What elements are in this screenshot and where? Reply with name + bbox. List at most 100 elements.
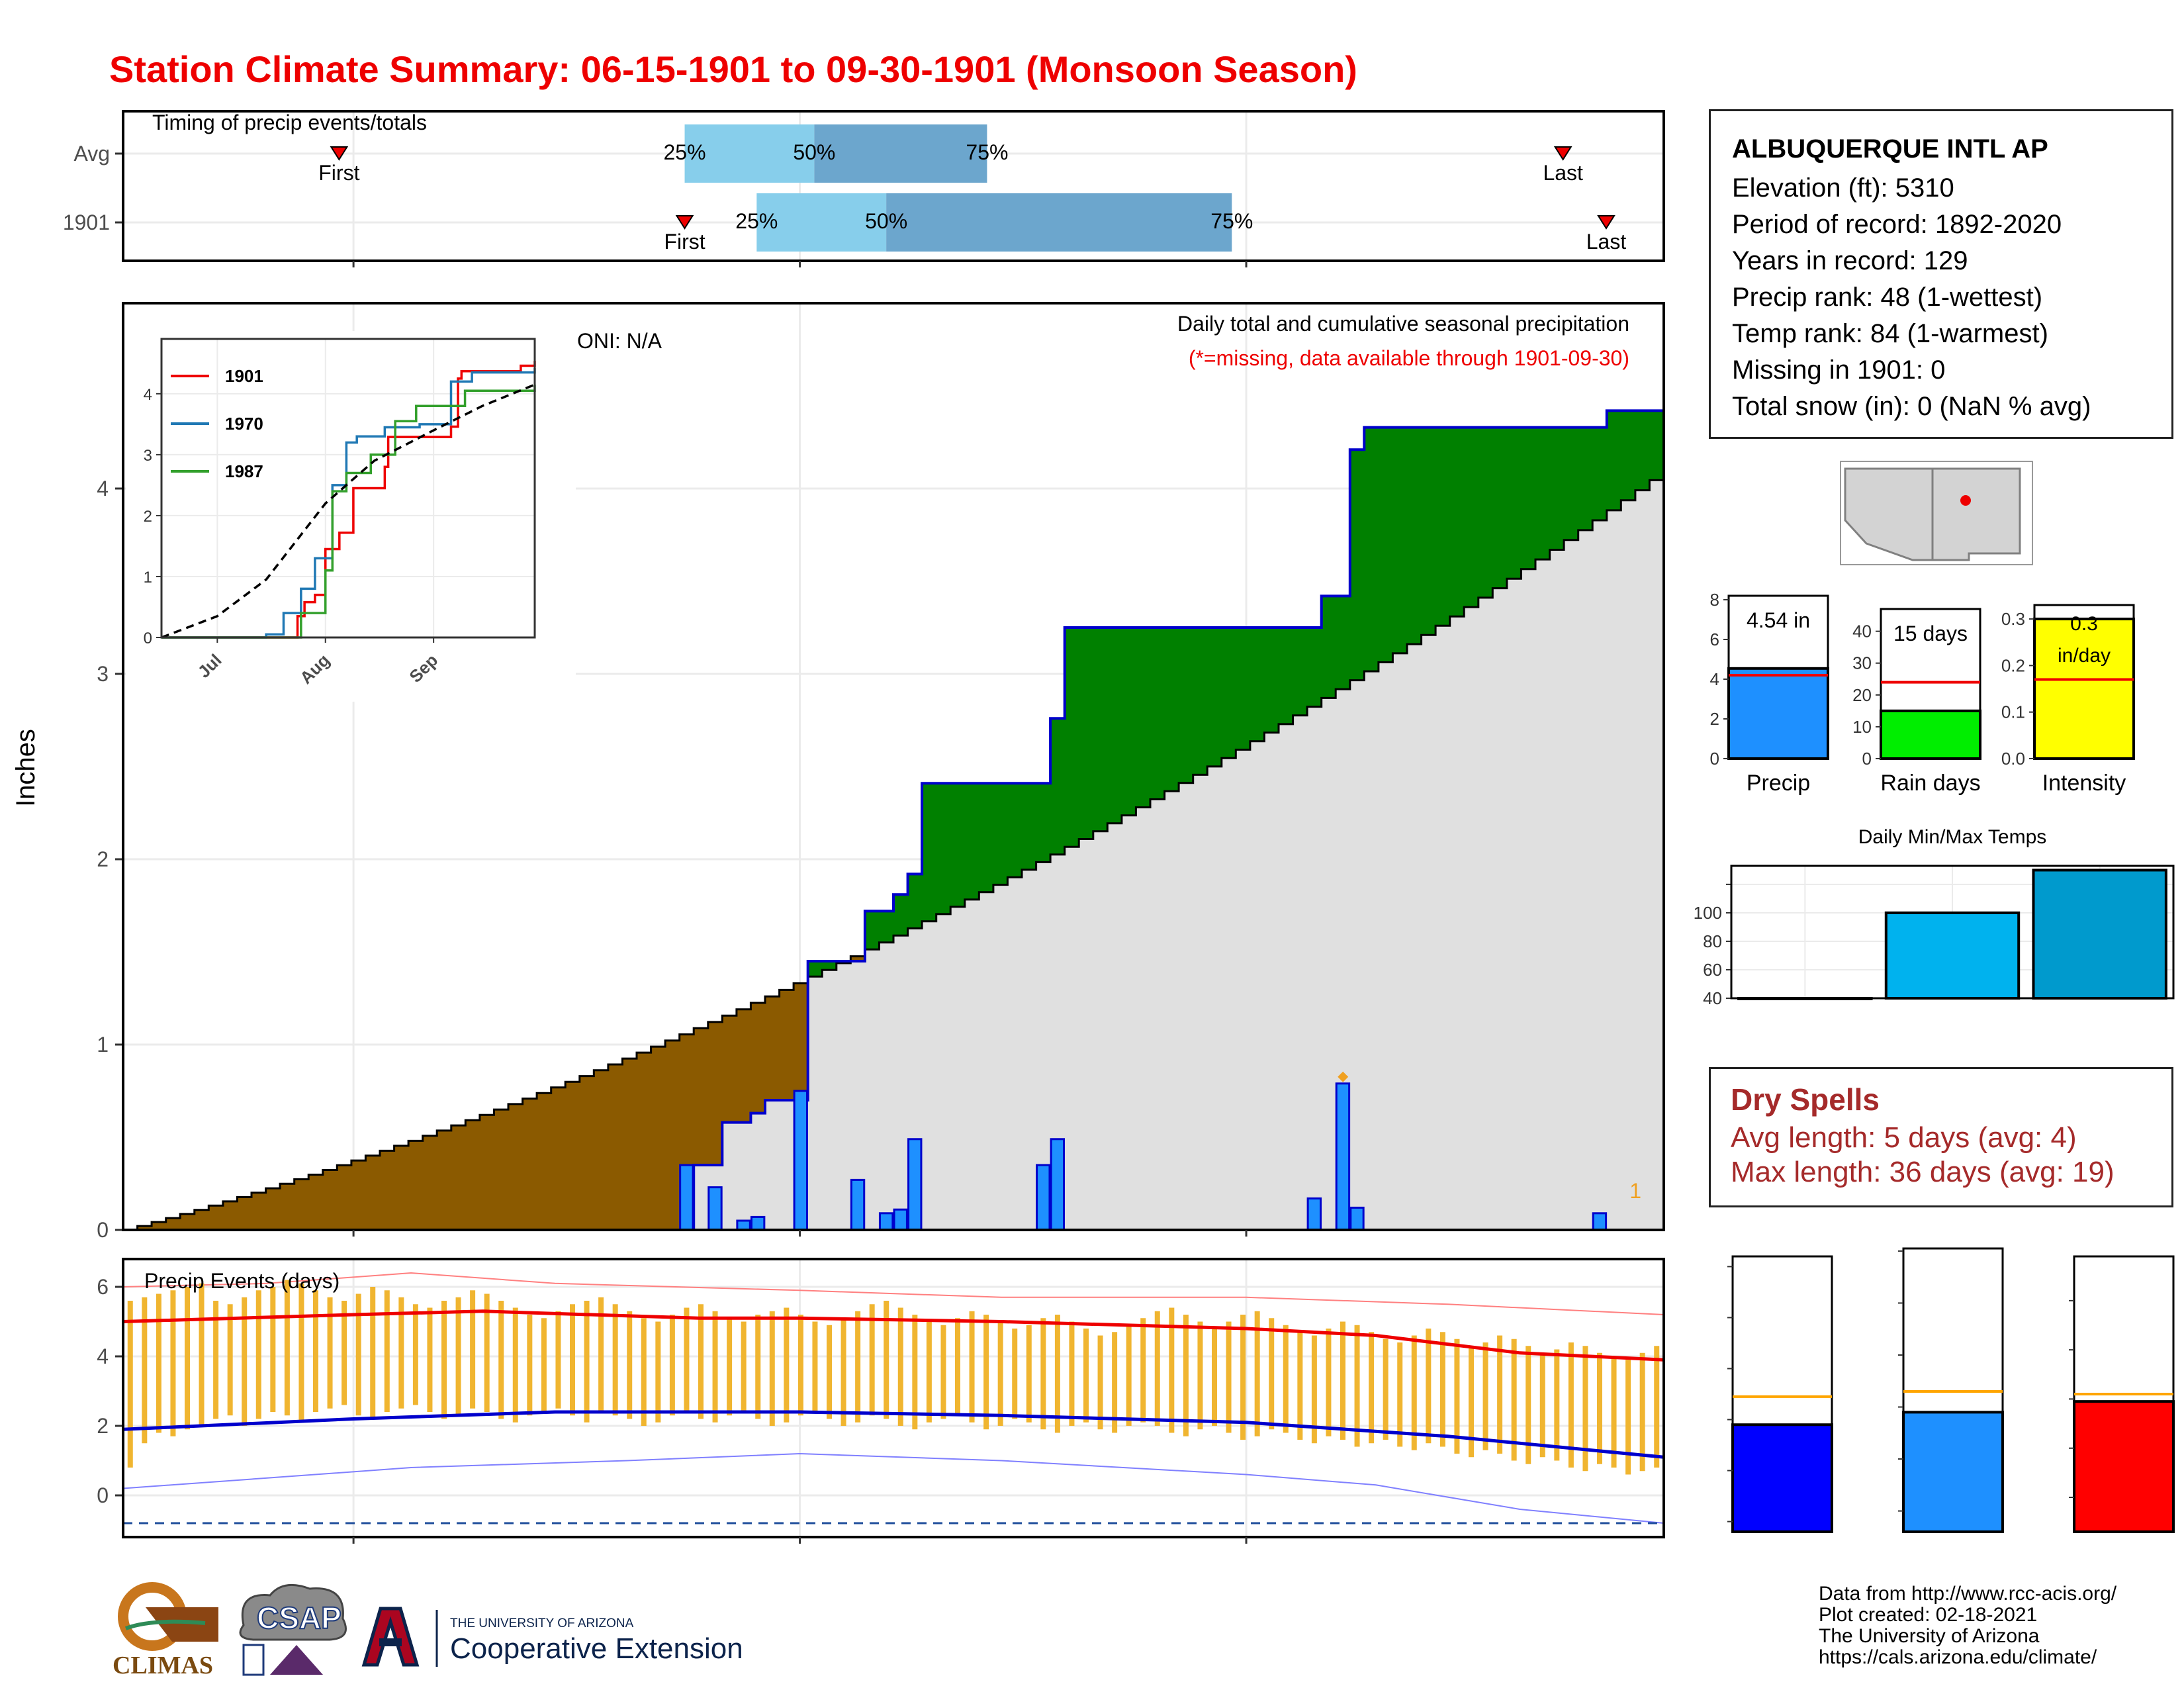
daily-temp-bar [1240,1315,1246,1440]
timing-q50-label: 50% [793,140,835,164]
main-ytick-label: 2 [97,847,109,871]
daily-temp-bar [1297,1332,1303,1440]
timing-q25-q50-bar [756,193,887,252]
daily-temp-bar [512,1307,518,1423]
csap-mountain-icon [270,1645,323,1675]
timing-q75-label: 75% [966,140,1008,164]
daily-temp-bar [1112,1332,1118,1433]
csap-text: CSAP [257,1601,341,1635]
daily-temp-bar [712,1311,718,1423]
timing-q50-label: 50% [865,209,907,233]
daily-temp-bar [769,1311,775,1426]
timing-q25-label: 25% [735,209,778,233]
map-new-mexico [1931,467,2021,561]
daily-temp-bar [627,1311,633,1419]
daily-temp-bar [1397,1342,1403,1447]
daily-temp-bar [255,1290,261,1419]
inset-legend-label: 1987 [225,461,263,481]
daily-temp-bar [1283,1325,1289,1433]
daily-temp-bar [484,1293,490,1412]
daily-temp-bar [1054,1315,1060,1433]
bar-intensity-xlabel: Intensity [2042,771,2126,796]
daily-temp-bar [997,1321,1003,1426]
timing-frame [122,110,1665,262]
daily-temp-bar [541,1318,547,1412]
main-ytick-label: 3 [97,662,109,686]
bar-precip-ytick-label: 0 [1710,749,1719,769]
timing-last-marker-label: Last [1586,230,1627,254]
ua-logo: THE UNIVERSITY OF ARIZONA Cooperative Ex… [361,1607,741,1667]
daily-temp-bar [384,1290,390,1412]
station-period: Period of record: 1892-2020 [1732,210,2062,239]
daily-temp-bar [1511,1338,1517,1461]
daily-temp-bar [855,1311,861,1423]
daily-precip-bar [1592,1212,1608,1231]
bar-intensity-ytick-label: 0.2 [2001,655,2025,675]
daily-temp-bar [1254,1311,1260,1436]
daily-temp-bar [1439,1332,1445,1447]
daily-temp-bar [1040,1318,1046,1430]
daily-temp-bar [1568,1342,1574,1468]
daily-temp-bar [1625,1360,1631,1475]
daily-temp-bar [242,1297,248,1426]
avg-tmean-bar-bar [1902,1411,2004,1534]
daily-temp-bar [170,1290,176,1436]
bar-intensity-value-label: in/day [2058,645,2111,667]
daily-temp-bar [1269,1318,1275,1430]
temp-ytick-label: 0 [97,1483,109,1507]
precip-events-panel: Daily Min/Max Temps 40 60 80 100 [1694,826,2175,1008]
daily-temp-bar [441,1301,447,1419]
daily-precip-bar [736,1219,751,1231]
daily-temp-bar [1226,1321,1232,1433]
daily-temp-bar [156,1293,161,1433]
daily-temp-bar [1197,1321,1203,1430]
ua-big-text: Cooperative Extension [450,1632,741,1665]
temp-ytick-label: 6 [97,1275,109,1299]
daily-temp-bar [270,1287,276,1412]
daily-temp-bar [1369,1332,1375,1444]
bar-raindays-ytick-label: 30 [1852,653,1872,673]
daily-temp-bar [1597,1352,1602,1464]
daily-temp-bar [1354,1325,1360,1447]
events-ytick-label: 60 [1703,960,1722,980]
daily-temp-bar [455,1297,461,1416]
station-snow: Total snow (in): 0 (NaN % avg) [1732,392,2091,421]
bar-intensity-value-label: 0.3 [2070,613,2098,635]
daily-temp-bar [1311,1335,1317,1444]
daily-precip-bar [1306,1197,1322,1231]
daily-temp-bar [1582,1346,1588,1472]
credits: Data from http://www.rcc-acis.org/ Plot … [1819,1583,2116,1668]
station-temp-rank: Temp rank: 84 (1-warmest) [1732,319,2048,348]
main-ytick-label: 0 [97,1218,109,1242]
page-title: Station Climate Summary: 06-15-1901 to 0… [109,48,1357,90]
daily-temp-bar [612,1304,618,1416]
inset-legend-label: 1970 [225,414,263,434]
avg-tmax-bar-bar [2073,1400,2175,1533]
credit-line: https://cals.arizona.edu/climate/ [1819,1646,2097,1668]
daily-temp-bar [1639,1352,1645,1472]
bar-precip-ytick-label: 8 [1710,590,1719,610]
main-ytick-label: 1 [97,1033,109,1056]
daily-temp-bar [527,1315,533,1416]
timing-row-label: Avg [73,142,110,165]
temp-chart-title: Precip Events (days) [144,1269,340,1293]
timing-title: Timing of precip events/totals [152,111,427,134]
max-precip-marker [1338,1071,1349,1082]
main-chart-subtitle: (*=missing, data available through 1901-… [1189,346,1629,370]
precip-summary-bars: 0 2 4 6 8 4.54 in Precip 0 10 20 30 40 15 days Rain d… [1710,590,2135,796]
daily-temp-bar [727,1318,733,1416]
daily-temp-bar [1611,1356,1617,1468]
daily-temp-bar [1154,1311,1160,1426]
ua-a-icon [361,1607,420,1667]
daily-precip-bar [707,1186,723,1231]
daily-temp-bar [1454,1338,1460,1454]
daily-temp-bar [355,1293,361,1416]
daily-precip-bar [907,1138,923,1231]
events-title: Daily Min/Max Temps [1858,826,2047,848]
timing-q50-q75-bar [886,193,1232,252]
daily-temp-bar [327,1297,333,1409]
timing-row-label: 1901 [63,211,110,234]
inset-series-line-1970 [161,368,536,639]
credit-line: The University of Arizona [1819,1625,2040,1647]
daily-temp-bar [1069,1321,1075,1426]
